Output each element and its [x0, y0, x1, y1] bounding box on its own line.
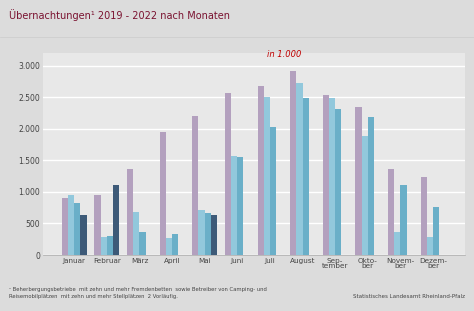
Bar — [205, 213, 211, 255]
Bar — [139, 232, 146, 255]
Bar — [160, 132, 166, 255]
Bar — [427, 237, 433, 255]
Bar — [68, 195, 74, 255]
Bar — [388, 169, 394, 255]
Bar — [401, 185, 407, 255]
Bar — [335, 109, 341, 255]
Bar — [172, 234, 178, 255]
Bar — [94, 195, 100, 255]
Bar — [166, 238, 172, 255]
Bar — [192, 116, 199, 255]
Bar — [433, 207, 439, 255]
Bar — [302, 98, 309, 255]
Bar — [362, 136, 368, 255]
Bar — [296, 83, 302, 255]
Bar — [133, 212, 139, 255]
Bar — [420, 177, 427, 255]
Text: ¹ Beherbergungsbetriebe  mit zehn und mehr Fremdenbetten  sowie Betreiber von Ca: ¹ Beherbergungsbetriebe mit zehn und meh… — [9, 287, 267, 299]
Bar — [211, 215, 217, 255]
Bar — [231, 156, 237, 255]
Bar — [113, 185, 119, 255]
Bar — [329, 98, 335, 255]
Bar — [356, 107, 362, 255]
Bar — [368, 117, 374, 255]
Bar — [127, 169, 133, 255]
Bar — [290, 71, 296, 255]
Bar — [323, 95, 329, 255]
Text: Übernachtungen¹ 2019 - 2022 nach Monaten: Übernachtungen¹ 2019 - 2022 nach Monaten — [9, 9, 230, 21]
Text: Statistisches Landesamt Rheinland-Pfalz: Statistisches Landesamt Rheinland-Pfalz — [353, 294, 465, 299]
Bar — [225, 93, 231, 255]
Bar — [394, 232, 401, 255]
Bar — [264, 97, 270, 255]
Bar — [74, 203, 81, 255]
Text: in 1.000: in 1.000 — [267, 50, 301, 59]
Bar — [237, 157, 244, 255]
Bar — [81, 215, 87, 255]
Bar — [257, 86, 264, 255]
Bar — [107, 236, 113, 255]
Bar — [62, 197, 68, 255]
Bar — [100, 237, 107, 255]
Bar — [270, 127, 276, 255]
Bar — [199, 210, 205, 255]
